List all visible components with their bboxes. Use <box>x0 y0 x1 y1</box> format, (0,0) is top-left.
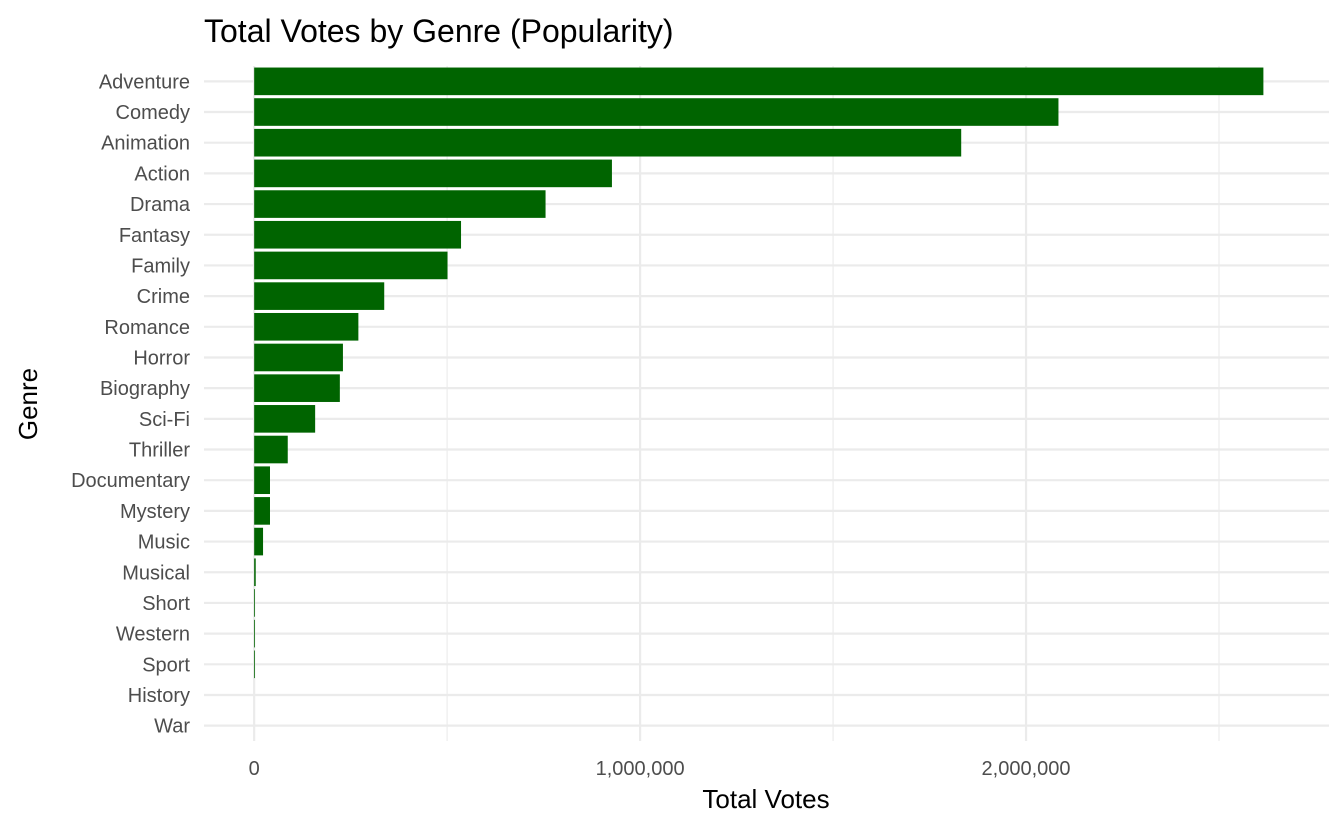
y-tick-label-sport: Sport <box>142 654 190 676</box>
bar-sci-fi <box>254 405 316 433</box>
x-tick-label: 2,000,000 <box>982 758 1071 780</box>
x-axis-tick-labels: 0 1,000,000 2,000,000 <box>249 758 1071 780</box>
bar-fantasy <box>254 220 462 249</box>
y-tick-label-mystery: Mystery <box>120 501 190 523</box>
bar-horror <box>254 343 343 372</box>
bar-music <box>254 527 264 556</box>
y-tick-label-war: War <box>154 716 190 738</box>
x-tick-label: 1,000,000 <box>596 758 685 780</box>
x-tick-label: 0 <box>249 758 260 780</box>
bar-western <box>254 619 255 648</box>
y-tick-label-sci-fi: Sci-Fi <box>139 409 190 431</box>
bar-sport <box>254 650 255 679</box>
y-axis-tick-labels: Adventure Comedy Animation Action Drama Fanta… <box>71 71 191 737</box>
y-tick-label-fantasy: Fantasy <box>119 225 190 247</box>
bar-animation <box>254 128 962 157</box>
bar-short <box>254 589 255 617</box>
bar-action <box>254 159 612 188</box>
bars-group <box>254 67 1264 679</box>
bar-mystery <box>254 497 270 525</box>
y-tick-label-music: Music <box>138 532 190 554</box>
y-axis-title: Genre <box>13 368 43 440</box>
y-tick-label-western: Western <box>116 624 190 646</box>
bar-biography <box>254 374 340 402</box>
bar-romance <box>254 312 359 341</box>
y-tick-label-thriller: Thriller <box>129 440 190 462</box>
y-tick-label-short: Short <box>142 593 190 615</box>
y-tick-label-family: Family <box>131 255 190 277</box>
bar-drama <box>254 190 546 218</box>
bar-comedy <box>254 98 1059 126</box>
bar-thriller <box>254 435 288 464</box>
y-tick-label-action: Action <box>134 163 190 185</box>
bar-crime <box>254 282 385 310</box>
y-tick-label-musical: Musical <box>122 562 190 584</box>
y-tick-label-crime: Crime <box>137 286 190 308</box>
y-tick-label-biography: Biography <box>100 378 190 400</box>
y-tick-label-documentary: Documentary <box>71 470 190 492</box>
bar-adventure <box>254 67 1264 96</box>
bar-family <box>254 251 448 280</box>
y-tick-label-horror: Horror <box>133 347 190 369</box>
y-tick-label-adventure: Adventure <box>99 71 190 93</box>
y-tick-label-drama: Drama <box>130 194 191 216</box>
y-tick-label-comedy: Comedy <box>116 102 190 124</box>
y-tick-label-history: History <box>128 685 190 707</box>
bar-documentary <box>254 466 270 495</box>
y-tick-label-romance: Romance <box>104 317 190 339</box>
x-axis-title: Total Votes <box>702 784 829 814</box>
bar-musical <box>254 558 256 587</box>
chart-title: Total Votes by Genre (Popularity) <box>204 13 674 49</box>
y-tick-label-animation: Animation <box>101 133 190 155</box>
